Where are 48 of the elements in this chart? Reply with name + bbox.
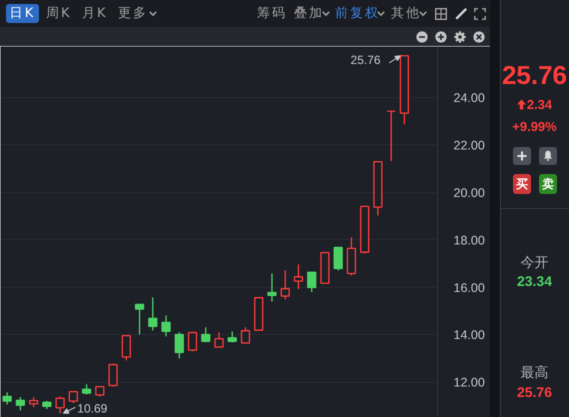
y-tick-label: 12.00 [454, 376, 485, 390]
text: 25.76 [500, 60, 568, 90]
y-tick-label: 14.00 [454, 328, 485, 342]
candlestick [307, 272, 316, 293]
text: 更多 [118, 5, 148, 23]
text: 卖 [539, 174, 557, 194]
candlestick [294, 264, 304, 290]
text: 筹码 [257, 5, 287, 23]
y-tick-label: 18.00 [454, 233, 485, 248]
candlestick [228, 330, 237, 343]
y-tick-label: 22.00 [454, 138, 485, 152]
candlestick [2, 392, 12, 406]
candlestick [174, 332, 184, 360]
text: 其他 [391, 5, 421, 23]
candlestick [95, 386, 104, 398]
candlestick [214, 332, 224, 348]
candlestick [82, 384, 92, 396]
candlestick [16, 396, 25, 412]
text: 23.34 [516, 272, 554, 290]
text: 今开 [520, 254, 550, 272]
candlestick [28, 396, 38, 408]
candlestick [267, 272, 277, 302]
y-tick-label: 24.00 [454, 91, 485, 105]
candlestick [68, 390, 78, 404]
candlestick [188, 332, 198, 352]
candlestick [201, 326, 210, 343]
candlestick [148, 296, 158, 332]
candlestick [161, 314, 171, 338]
text: 买 [513, 174, 531, 194]
text: +9.99% [511, 119, 558, 135]
text: 2.34 [526, 97, 554, 113]
text: 前复权 [335, 5, 380, 23]
text: 叠加 [294, 5, 324, 23]
candlestick [134, 304, 144, 336]
y-tick-label: 16.00 [454, 280, 485, 295]
annotation: 10.69 [77, 402, 108, 416]
candlestick [280, 270, 290, 300]
candlestick [386, 110, 396, 162]
text: 最高 [520, 364, 550, 382]
text: 日K [6, 4, 39, 23]
text: 月K [82, 5, 108, 23]
candlestick [122, 335, 131, 361]
candlestick [240, 326, 250, 344]
candlestick [334, 246, 343, 272]
text: 周K [46, 5, 72, 23]
y-tick-label: 20.00 [454, 186, 485, 200]
annotation: 25.76 [350, 52, 381, 67]
text: 25.76 [516, 383, 554, 401]
